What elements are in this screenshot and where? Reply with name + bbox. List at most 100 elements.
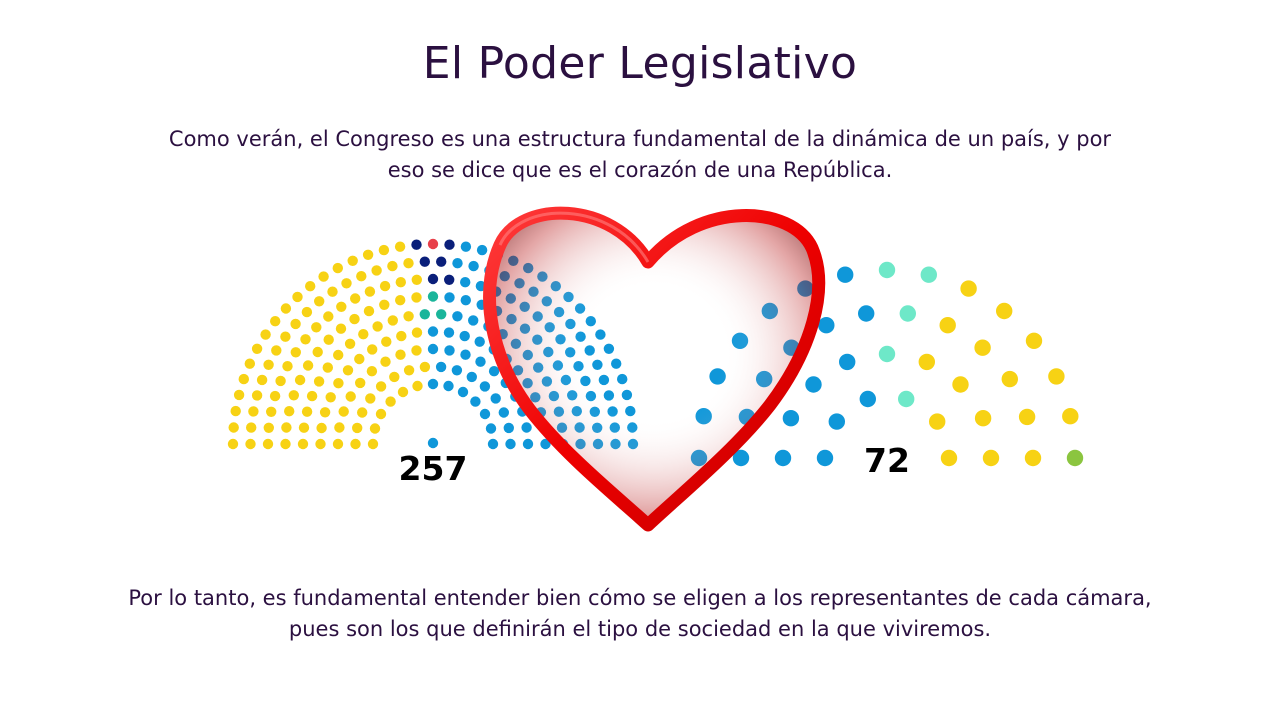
- seat-dot: [805, 376, 822, 393]
- seat-dot: [898, 390, 915, 408]
- seat-dot: [379, 280, 391, 292]
- seat-dot: [297, 438, 309, 450]
- seat-dot: [251, 390, 263, 401]
- outro-paragraph: Por lo tanto, es fundamental entender bi…: [0, 583, 1280, 645]
- seat-dot: [427, 437, 439, 449]
- seat-dot: [403, 365, 415, 376]
- seat-dot: [540, 438, 551, 450]
- seat-dot: [974, 339, 991, 356]
- seat-dot: [362, 249, 374, 260]
- seat-dot: [338, 406, 349, 417]
- seat-dot: [457, 386, 469, 398]
- seat-dot: [350, 438, 361, 450]
- seat-dot: [344, 338, 356, 349]
- senado-seat-count: 72: [864, 441, 910, 480]
- seat-dot: [411, 327, 423, 338]
- slide-title: El Poder Legislativo: [422, 38, 858, 89]
- seat-dot: [818, 317, 835, 334]
- seat-dot: [1062, 408, 1079, 425]
- seat-dot: [301, 306, 313, 318]
- seat-dot: [332, 438, 344, 450]
- seat-dot: [498, 407, 509, 418]
- seat-dot: [305, 281, 316, 292]
- seat-dot: [395, 349, 406, 360]
- seat-dot: [290, 347, 301, 358]
- seat-dot: [468, 260, 479, 272]
- seat-dot: [319, 407, 331, 418]
- seat-dot: [300, 334, 311, 345]
- seat-dot: [336, 301, 347, 312]
- seat-dot: [960, 280, 977, 297]
- seat-dot: [260, 329, 271, 340]
- seat-dot: [333, 378, 344, 389]
- seat-dot: [301, 406, 313, 417]
- seat-dot: [476, 244, 488, 256]
- seat-dot: [411, 274, 422, 285]
- seat-dot: [292, 291, 303, 303]
- seat-dot: [878, 261, 896, 279]
- seat-dot: [266, 406, 277, 417]
- seat-dot: [369, 423, 381, 434]
- seat-dot: [475, 356, 486, 367]
- seat-dot: [248, 406, 259, 417]
- seat-dot: [816, 449, 834, 467]
- seat-dot: [270, 316, 281, 327]
- seat-dot: [290, 318, 301, 330]
- seat-dot: [479, 408, 491, 420]
- seat-dot: [452, 311, 463, 322]
- seat-dot: [485, 423, 497, 434]
- seat-dot: [298, 422, 310, 433]
- seat-dot: [444, 345, 455, 356]
- seat-dot: [358, 329, 369, 340]
- seat-dot: [263, 422, 274, 433]
- seat-dot: [451, 365, 463, 376]
- seat-dot: [325, 392, 336, 403]
- seat-dot: [1066, 449, 1084, 467]
- seat-dot: [313, 376, 325, 387]
- seat-dot: [323, 311, 334, 322]
- seat-dot: [227, 438, 239, 450]
- seat-dot: [479, 381, 491, 392]
- seat-dot: [444, 274, 455, 285]
- seat-dot: [389, 371, 400, 383]
- seat-dot: [356, 271, 367, 282]
- seat-dot: [982, 449, 1000, 467]
- seat-dot: [365, 393, 376, 404]
- seat-dot: [459, 330, 470, 342]
- seat-dot: [436, 256, 447, 267]
- seat-dot: [349, 313, 360, 325]
- seat-dot: [929, 413, 946, 430]
- seat-dot: [363, 305, 375, 317]
- seat-dot: [371, 265, 382, 276]
- seat-dot: [335, 323, 347, 334]
- seat-dot: [412, 380, 423, 392]
- seat-dot: [1025, 332, 1043, 349]
- seat-dot: [521, 422, 532, 433]
- seat-dot: [246, 422, 257, 433]
- seat-dot: [318, 271, 329, 282]
- seat-dot: [505, 438, 516, 450]
- seat-dot: [372, 321, 383, 332]
- seat-dot: [314, 296, 325, 307]
- seat-dot: [1024, 449, 1042, 467]
- seat-dot: [427, 343, 439, 355]
- seat-dot: [435, 361, 447, 373]
- seat-dot: [262, 438, 274, 450]
- seat-dot: [443, 380, 454, 392]
- seat-dot: [427, 238, 439, 250]
- seat-dot: [334, 422, 345, 433]
- seat-dot: [233, 389, 245, 401]
- intro-line-2: eso se dice que es el corazón de una Rep…: [387, 158, 893, 182]
- diputados-seat-count: 257: [399, 449, 468, 488]
- seat-dot: [312, 346, 323, 358]
- seat-dot: [230, 405, 241, 417]
- seat-dot: [918, 353, 935, 371]
- seat-dot: [385, 396, 396, 407]
- seat-dot: [282, 361, 293, 372]
- seat-dot: [379, 299, 390, 310]
- seat-dot: [238, 373, 249, 385]
- seat-dot: [443, 327, 455, 338]
- seat-dot: [294, 374, 306, 386]
- seat-dot: [275, 375, 286, 387]
- seat-dot: [488, 366, 500, 377]
